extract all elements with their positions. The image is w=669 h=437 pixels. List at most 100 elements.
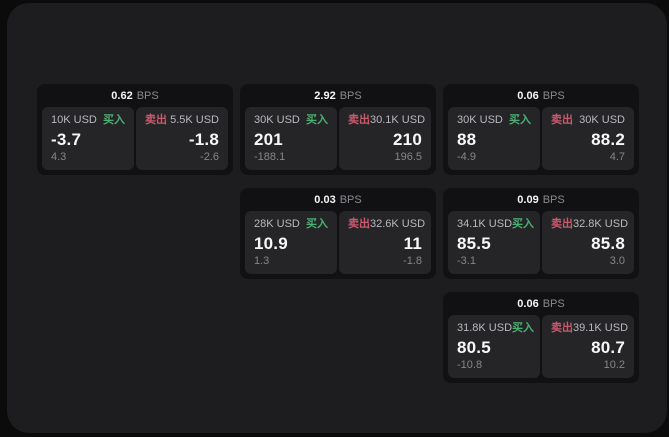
buy-price: 80.5 [457, 337, 491, 357]
sell-delta: 3.0 [609, 255, 625, 267]
bps-value: 0.09 [517, 193, 539, 206]
card-body: 30K USD 买入 88 -4.9 卖出 30K USD 88.2 4.7 [443, 107, 639, 175]
sell-price: 210 [393, 129, 422, 149]
sell-quote-panel[interactable]: 卖出 39.1K USD 80.7 10.2 [542, 315, 634, 378]
buy-delta: -4.9 [457, 151, 476, 163]
spread-card[interactable]: 0.03 BPS 28K USD 买入 10.9 1.3 卖出 32.6K US… [240, 188, 436, 279]
buy-delta: 1.3 [254, 255, 270, 267]
card-header: 0.09 BPS [443, 188, 639, 211]
buy-quote-panel[interactable]: 10K USD 买入 -3.7 4.3 [42, 107, 134, 170]
sell-quote-panel[interactable]: 卖出 30.1K USD 210 196.5 [339, 107, 431, 170]
bps-value: 0.62 [111, 89, 133, 102]
buy-panel-top: 31.8K USD 买入 [457, 322, 535, 335]
sell-quote-panel[interactable]: 卖出 5.5K USD -1.8 -2.6 [136, 107, 228, 170]
card-header: 0.62 BPS [37, 84, 233, 107]
buy-delta: -3.1 [457, 255, 476, 267]
sell-label: 卖出 [551, 218, 573, 230]
sell-label: 卖出 [348, 218, 370, 230]
sell-price: 88.2 [591, 129, 625, 149]
sell-price: 85.8 [591, 233, 625, 253]
bps-value: 0.03 [314, 193, 336, 206]
buy-panel-top: 10K USD 买入 [51, 114, 125, 127]
bps-unit-label: BPS [542, 89, 565, 102]
card-header: 0.06 BPS [443, 84, 639, 107]
buy-label: 买入 [509, 114, 531, 126]
buy-panel-top: 28K USD 买入 [254, 218, 328, 231]
buy-label: 买入 [512, 322, 535, 334]
sell-panel-top: 卖出 30.1K USD [348, 114, 426, 127]
sell-panel-top: 卖出 32.8K USD [551, 218, 629, 231]
sell-price: -1.8 [188, 129, 219, 149]
card-header: 2.92 BPS [240, 84, 436, 107]
buy-price: -3.7 [51, 129, 82, 149]
buy-amount: 34.1K USD [457, 218, 513, 230]
sell-quote-panel[interactable]: 卖出 32.8K USD 85.8 3.0 [542, 211, 634, 274]
sell-panel-top: 卖出 30K USD [551, 114, 625, 127]
card-header: 0.06 BPS [443, 292, 639, 315]
bps-unit-label: BPS [339, 89, 362, 102]
bps-unit-label: BPS [136, 89, 159, 102]
card-body: 34.1K USD 买入 85.5 -3.1 卖出 32.8K USD 85.8… [443, 211, 639, 279]
sell-label: 卖出 [551, 114, 573, 126]
spread-card[interactable]: 0.62 BPS 10K USD 买入 -3.7 4.3 卖出 5.5K USD… [37, 84, 233, 175]
buy-panel-top: 34.1K USD 买入 [457, 218, 535, 231]
buy-quote-panel[interactable]: 30K USD 买入 201 -188.1 [245, 107, 337, 170]
card-header: 0.03 BPS [240, 188, 436, 211]
buy-delta: -188.1 [254, 151, 286, 163]
sell-label: 卖出 [145, 114, 167, 126]
buy-delta: -10.8 [457, 359, 483, 371]
buy-quote-panel[interactable]: 28K USD 买入 10.9 1.3 [245, 211, 337, 274]
buy-amount: 28K USD [254, 218, 300, 230]
buy-quote-panel[interactable]: 30K USD 买入 88 -4.9 [448, 107, 540, 170]
buy-amount: 30K USD [457, 114, 503, 126]
sell-delta: -1.8 [403, 255, 422, 267]
sell-delta: 4.7 [609, 151, 625, 163]
spread-card[interactable]: 0.06 BPS 31.8K USD 买入 80.5 -10.8 卖出 39.1… [443, 292, 639, 383]
buy-price: 88 [457, 129, 477, 149]
sell-amount: 30.1K USD [370, 114, 426, 126]
buy-quote-panel[interactable]: 31.8K USD 买入 80.5 -10.8 [448, 315, 540, 378]
sell-panel-top: 卖出 5.5K USD [145, 114, 219, 127]
sell-quote-panel[interactable]: 卖出 32.6K USD 11 -1.8 [339, 211, 431, 274]
sell-delta: 10.2 [603, 359, 625, 371]
buy-price: 85.5 [457, 233, 491, 253]
sell-amount: 32.8K USD [573, 218, 629, 230]
sell-delta: -2.6 [200, 151, 219, 163]
buy-amount: 30K USD [254, 114, 300, 126]
sell-price: 11 [403, 233, 422, 253]
sell-amount: 5.5K USD [170, 114, 219, 126]
buy-amount: 31.8K USD [457, 322, 513, 334]
buy-panel-top: 30K USD 买入 [457, 114, 531, 127]
bps-value: 0.06 [517, 89, 539, 102]
sell-label: 卖出 [551, 322, 573, 334]
buy-amount: 10K USD [51, 114, 97, 126]
card-body: 31.8K USD 买入 80.5 -10.8 卖出 39.1K USD 80.… [443, 315, 639, 383]
sell-amount: 32.6K USD [370, 218, 426, 230]
sell-amount: 39.1K USD [573, 322, 629, 334]
spread-card[interactable]: 2.92 BPS 30K USD 买入 201 -188.1 卖出 30.1K … [240, 84, 436, 175]
sell-price: 80.7 [591, 337, 625, 357]
bps-value: 2.92 [314, 89, 336, 102]
buy-label: 买入 [306, 218, 328, 230]
buy-price: 201 [254, 129, 283, 149]
spread-card-grid: 0.62 BPS 10K USD 买入 -3.7 4.3 卖出 5.5K USD… [37, 84, 639, 383]
bps-unit-label: BPS [542, 193, 565, 206]
buy-quote-panel[interactable]: 34.1K USD 买入 85.5 -3.1 [448, 211, 540, 274]
buy-panel-top: 30K USD 买入 [254, 114, 328, 127]
buy-price: 10.9 [254, 233, 288, 253]
spread-card[interactable]: 0.06 BPS 30K USD 买入 88 -4.9 卖出 30K USD 8… [443, 84, 639, 175]
sell-quote-panel[interactable]: 卖出 30K USD 88.2 4.7 [542, 107, 634, 170]
sell-panel-top: 卖出 32.6K USD [348, 218, 426, 231]
bps-value: 0.06 [517, 297, 539, 310]
main-panel: 0.62 BPS 10K USD 买入 -3.7 4.3 卖出 5.5K USD… [7, 3, 667, 433]
buy-label: 买入 [103, 114, 125, 126]
sell-delta: 196.5 [394, 151, 422, 163]
card-body: 30K USD 买入 201 -188.1 卖出 30.1K USD 210 1… [240, 107, 436, 175]
buy-delta: 4.3 [51, 151, 67, 163]
buy-label: 买入 [306, 114, 328, 126]
sell-label: 卖出 [348, 114, 370, 126]
bps-unit-label: BPS [339, 193, 362, 206]
buy-label: 买入 [512, 218, 535, 230]
sell-panel-top: 卖出 39.1K USD [551, 322, 629, 335]
spread-card[interactable]: 0.09 BPS 34.1K USD 买入 85.5 -3.1 卖出 32.8K… [443, 188, 639, 279]
